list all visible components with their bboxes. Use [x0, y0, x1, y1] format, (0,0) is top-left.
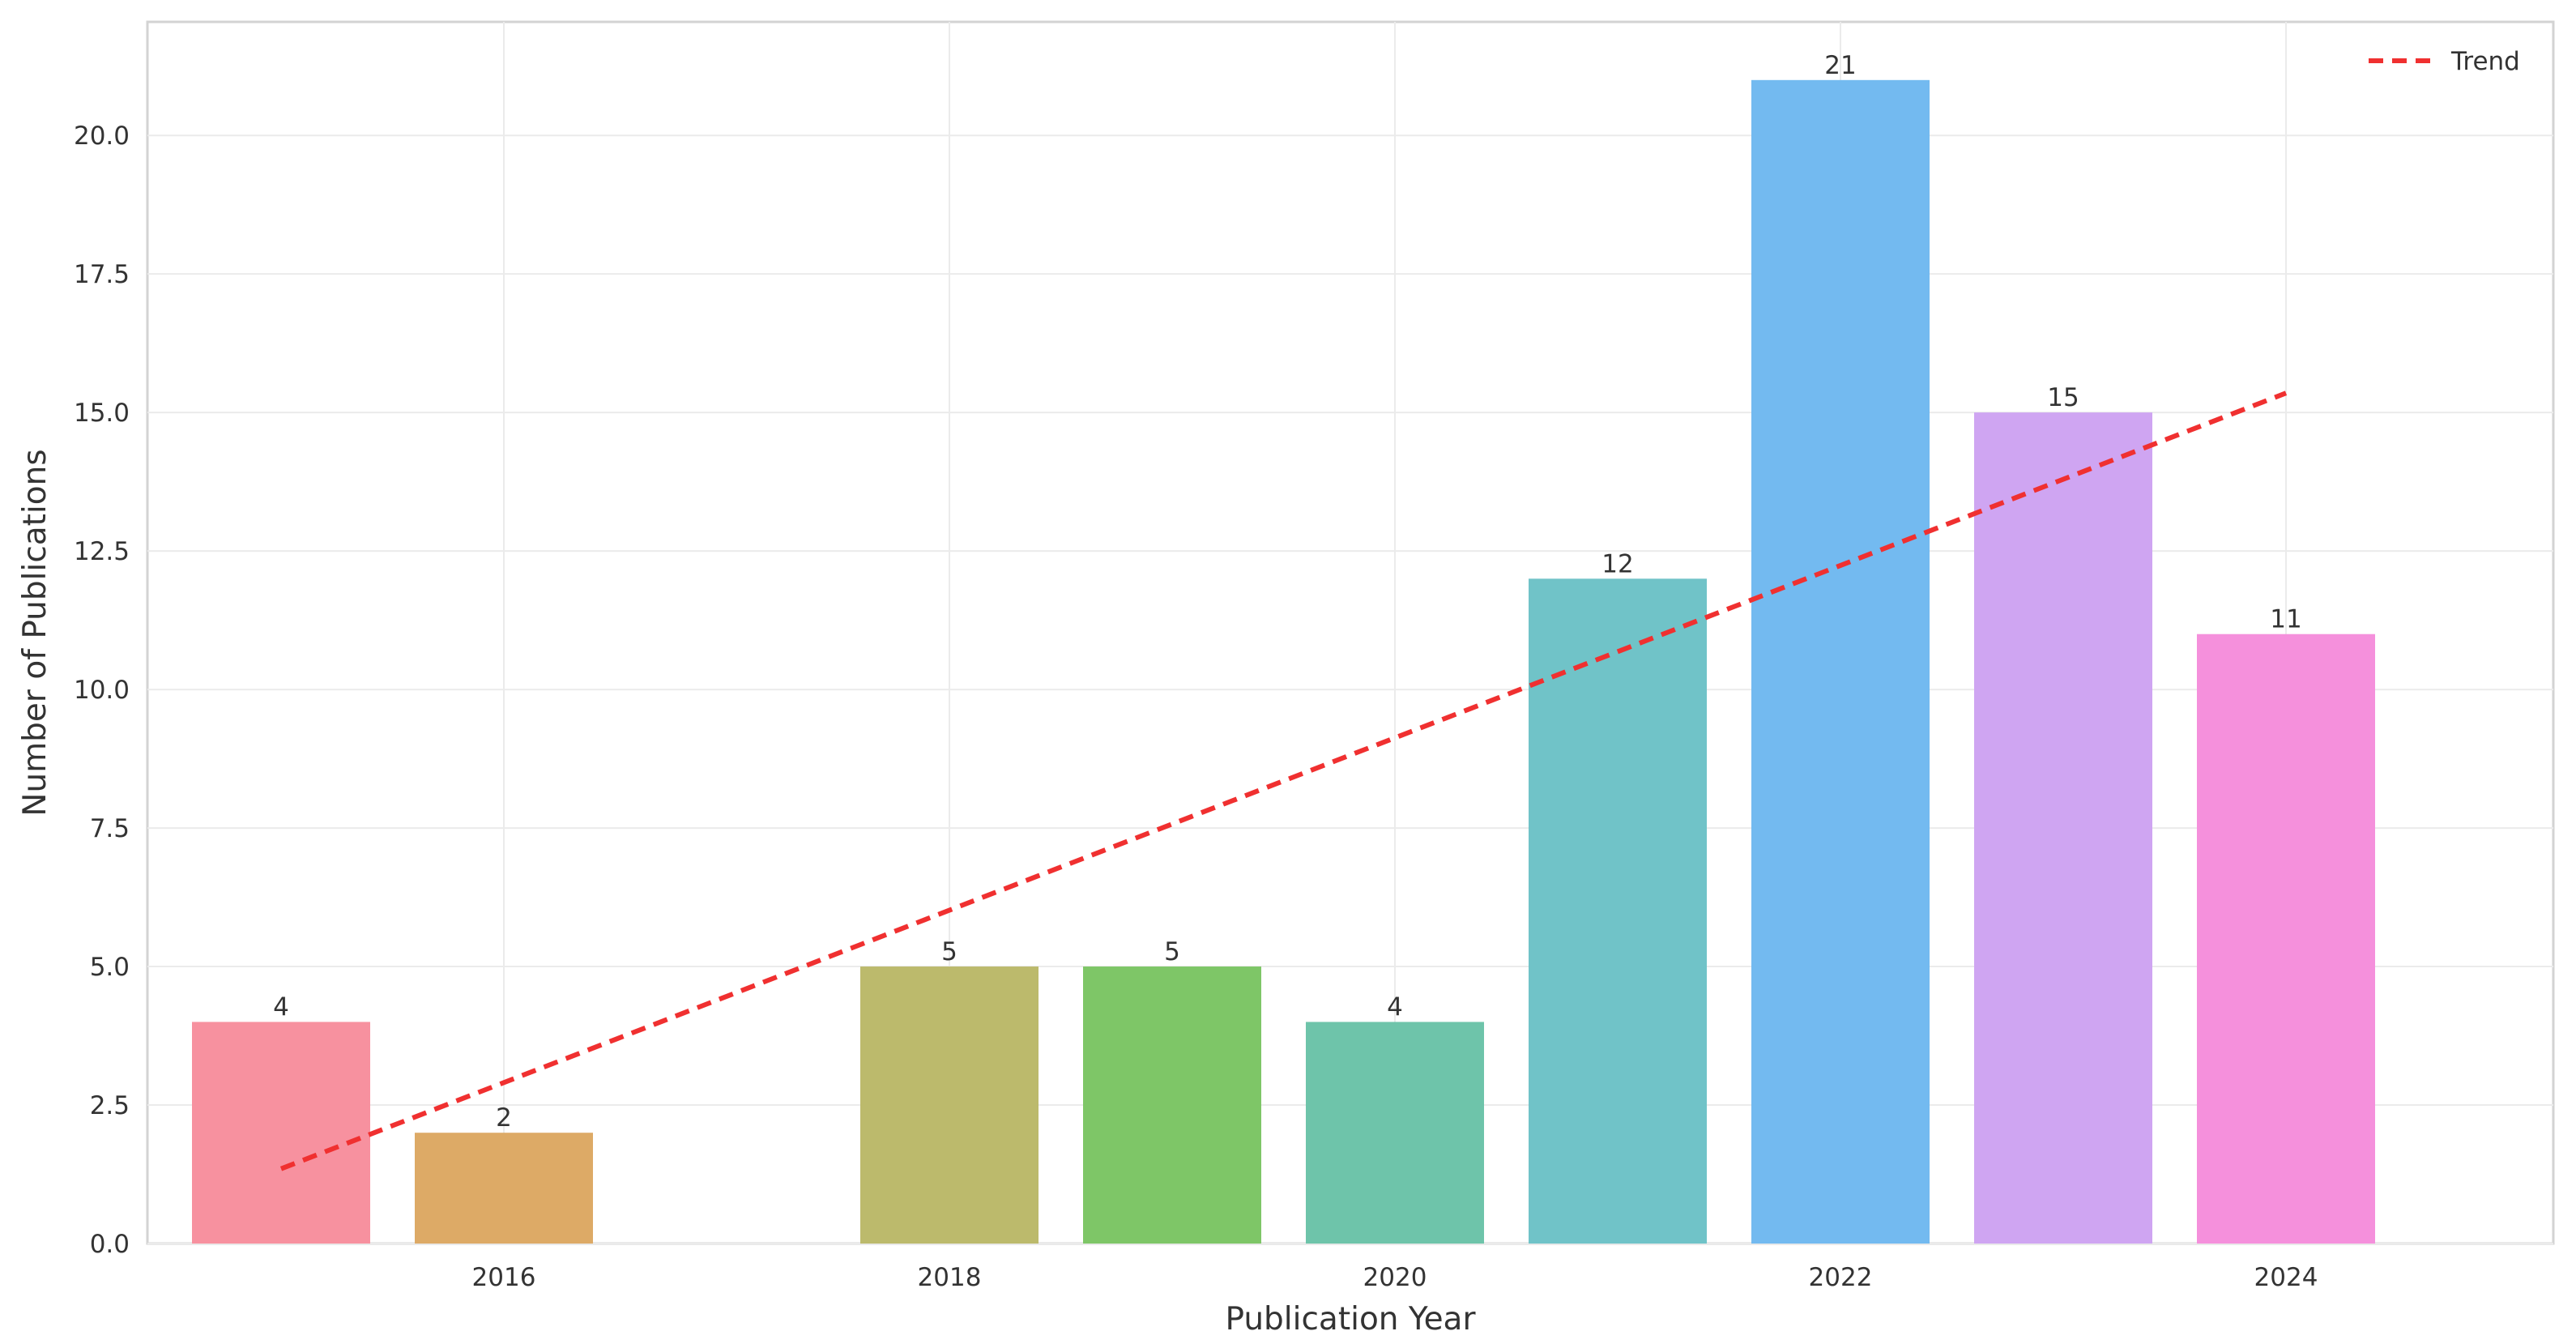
bar-value-label: 4 [1387, 992, 1403, 1022]
y-tick-label: 15.0 [74, 399, 130, 428]
bar [1306, 1022, 1484, 1244]
bar-value-label: 21 [1824, 51, 1856, 80]
bar [1529, 578, 1707, 1244]
trend-line [279, 390, 2288, 1171]
y-tick-label: 17.5 [74, 260, 130, 289]
x-tick-label: 2018 [918, 1263, 982, 1292]
bar-value-label: 2 [496, 1103, 512, 1133]
bar-value-label: 15 [2047, 383, 2079, 412]
x-axis-label: Publication Year [1226, 1301, 1477, 1338]
y-tick-label: 12.5 [74, 537, 130, 566]
bar [1751, 79, 1930, 1244]
y-axis-label: Number of Publications [17, 449, 53, 816]
bar [2197, 634, 2375, 1244]
x-tick-label: 2022 [1809, 1263, 1873, 1292]
trend-line-group [279, 390, 2288, 1171]
bar [415, 1133, 593, 1244]
bar [860, 966, 1039, 1244]
bars [192, 79, 2375, 1244]
y-tick-label: 7.5 [90, 814, 130, 843]
bar-value-label: 4 [273, 992, 289, 1022]
x-tick-label: 2016 [472, 1263, 536, 1292]
x-tick-label: 2024 [2254, 1263, 2318, 1292]
bar [1974, 412, 2152, 1244]
data-labels: 4 2 5 5 4 12 21 15 11 [273, 51, 2302, 1133]
x-axis-ticks: 2016 2018 2020 2022 2024 [472, 1263, 2318, 1292]
y-tick-label: 2.5 [90, 1091, 130, 1120]
legend: Trend [2369, 47, 2520, 76]
x-tick-label: 2020 [1363, 1263, 1427, 1292]
y-axis-ticks: 0.0 2.5 5.0 7.5 10.0 12.5 15.0 17.5 20.0 [74, 122, 130, 1259]
y-tick-label: 0.0 [90, 1230, 130, 1259]
bar-value-label: 5 [941, 937, 957, 966]
bar-value-label: 5 [1164, 937, 1180, 966]
bar-value-label: 12 [1601, 549, 1633, 578]
y-tick-label: 10.0 [74, 676, 130, 705]
legend-trend-label: Trend [2450, 47, 2520, 76]
bar [192, 1022, 370, 1244]
y-tick-label: 5.0 [90, 953, 130, 982]
bar-value-label: 11 [2270, 605, 2301, 634]
y-tick-label: 20.0 [74, 122, 130, 151]
bar [1083, 966, 1261, 1244]
